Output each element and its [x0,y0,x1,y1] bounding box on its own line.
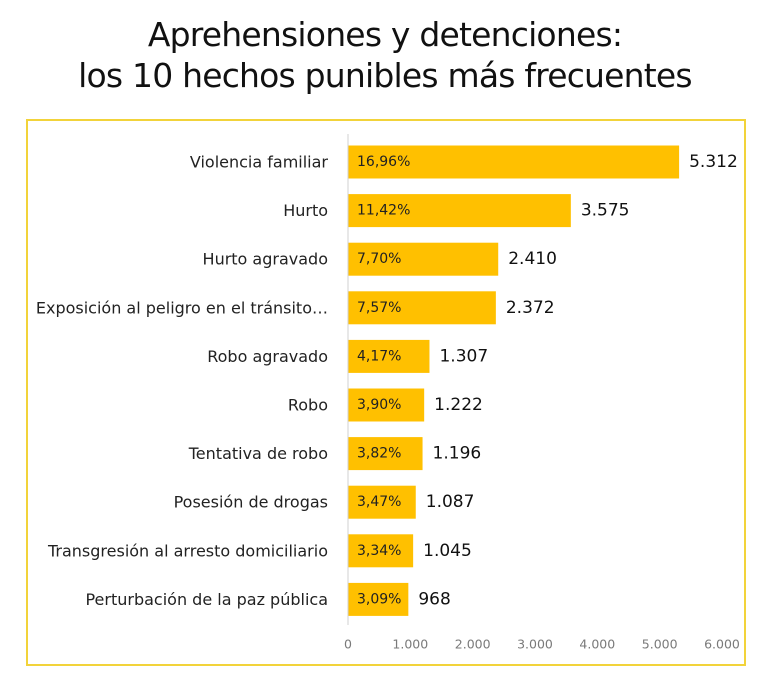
percent-label-0: 16,96% [357,154,410,170]
percent-label-9: 3,09% [357,591,401,607]
percent-label-3: 7,57% [357,300,401,316]
category-label-8: Transgresión al arresto domiciliario [47,541,328,560]
chart-title-line-2: los 10 hechos punibles más frecuentes [78,56,692,95]
x-axis-ticks: 0 1.000 2.000 3.000 4.000 5.000 6.000 [344,637,740,652]
bar-8 [348,534,414,568]
bar-0 [348,145,680,179]
x-tick-label-3: 3.000 [517,637,553,652]
category-label-9: Perturbación de la paz pública [85,590,328,609]
bar-9 [348,582,409,616]
value-label-1: 3.575 [581,201,630,221]
chart-title: Aprehensiones y detenciones: los 10 hech… [0,14,770,96]
bar-4 [348,339,430,373]
x-tick-label-4: 4.000 [579,637,615,652]
value-label-6: 1.196 [433,444,482,464]
chart-frame [26,119,746,666]
category-label-3: Exposición al peligro en el tránsito… [36,298,328,317]
x-tick-label-1: 1.000 [392,637,428,652]
value-label-5: 1.222 [434,395,483,415]
value-label-3: 2.372 [506,298,555,318]
percent-label-1: 11,42% [357,203,410,219]
x-tick-label-0: 0 [344,637,352,652]
value-label-8: 1.045 [423,541,472,561]
category-label-4: Robo agravado [207,347,328,366]
category-label-1: Hurto [283,201,328,220]
percent-label-5: 3,90% [357,397,401,413]
bar-7 [348,485,416,519]
bar-6 [348,437,423,471]
category-label-5: Robo [288,396,328,415]
percent-label-7: 3,47% [357,494,401,510]
category-label-0: Violencia familiar [190,153,329,172]
percent-label-4: 4,17% [357,348,401,364]
chart-title-line-1: Aprehensiones y detenciones: [147,15,623,54]
percent-label-2: 7,70% [357,251,401,267]
x-tick-label-2: 2.000 [455,637,491,652]
bar-1 [348,194,571,228]
category-label-7: Posesión de drogas [174,493,328,512]
value-label-0: 5.312 [689,152,738,172]
bar-5 [348,388,425,422]
value-label-2: 2.410 [508,249,557,269]
bar-2 [348,242,499,276]
value-label-4: 1.307 [439,346,488,366]
percent-label-8: 3,34% [357,543,401,559]
bars-layer [348,145,680,616]
category-label-6: Tentativa de robo [188,444,328,463]
value-label-9: 968 [418,589,450,609]
percent-label-6: 3,82% [357,446,401,462]
category-label-2: Hurto agravado [203,250,328,269]
labels-layer: Violencia familiar 16,96% 5.312 Hurto 11,42%… [36,152,738,609]
bar-3 [348,291,496,325]
x-tick-label-5: 5.000 [642,637,678,652]
x-tick-label-6: 6.000 [704,637,740,652]
value-label-7: 1.087 [426,492,475,512]
